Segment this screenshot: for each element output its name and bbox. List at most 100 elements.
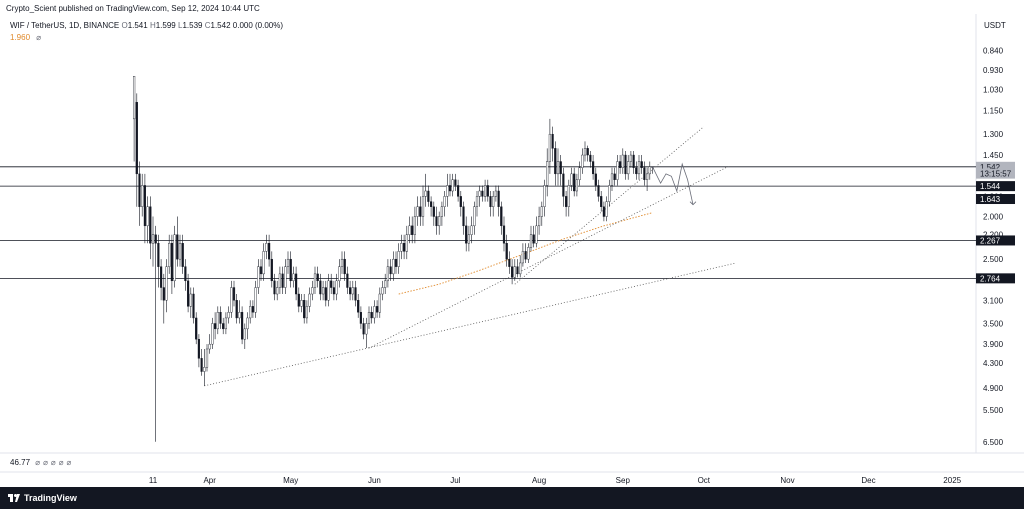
candles (132, 76, 654, 442)
candle-body (524, 251, 527, 260)
ohlc-close-label: C (204, 21, 211, 30)
candle-body (205, 348, 209, 368)
candle-body (322, 287, 325, 295)
candle-body (192, 293, 195, 319)
price-tick-label: 5.500 (983, 406, 1004, 415)
candle-body (589, 154, 592, 162)
candle-body (521, 251, 524, 264)
candle-body (373, 306, 376, 319)
candle-body (289, 258, 292, 282)
candle-body (286, 258, 290, 267)
price-label: 13:15:57 (980, 170, 1012, 179)
candle-body (621, 154, 624, 168)
candle-body (408, 225, 411, 235)
candle-body (575, 179, 578, 192)
ohlc-high: 1.599 (155, 21, 176, 30)
candle-body (419, 206, 422, 217)
candle-body (243, 328, 246, 340)
ohlc-close: 1.542 (210, 21, 231, 30)
candle-body (154, 234, 157, 244)
candle-body (489, 196, 492, 207)
candle-body (265, 243, 268, 252)
oscillator-icons[interactable]: ⌀⌀⌀⌀⌀ (35, 458, 75, 467)
price-label: 1.544 (980, 182, 1001, 191)
candle-body (335, 280, 338, 295)
candle-body (238, 312, 241, 319)
candle-body (421, 196, 425, 217)
candle-body (330, 280, 333, 288)
oscillator-legend: 46.77 ⌀⌀⌀⌀⌀ (10, 458, 74, 467)
candle-body (567, 185, 570, 207)
candle-body (311, 287, 314, 295)
time-tick-label: 2025 (943, 476, 961, 485)
price-tick-label: 2.000 (983, 213, 1004, 222)
tradingview-logo-icon (8, 494, 20, 502)
tradingview-logo[interactable]: TradingView (8, 493, 77, 503)
candle-body (135, 102, 138, 175)
price-label: 2.267 (980, 236, 1001, 245)
candle-body (213, 323, 217, 330)
candle-body (224, 317, 227, 330)
price-label: 1.542 (980, 163, 1001, 172)
candle-body (297, 293, 300, 307)
candle-body (376, 306, 379, 313)
candle-body (184, 266, 187, 282)
candle-body (362, 323, 365, 335)
candle-body (475, 196, 479, 207)
candle-body (438, 216, 441, 227)
oscillator-value: 46.77 (10, 458, 31, 467)
candle-body (616, 161, 619, 180)
candle-body (365, 323, 368, 335)
candle-body (494, 190, 497, 197)
eye-off-icon[interactable]: ⌀ (36, 33, 42, 42)
candle-body (313, 273, 317, 288)
candle-body (138, 173, 141, 207)
candle-body (240, 312, 244, 340)
candle-body (219, 312, 222, 324)
candle-body (338, 266, 341, 282)
candle-body (254, 287, 257, 313)
symbol-legend: WIF / TetherUS, 1D, BINANCE O1.541 H1.59… (10, 21, 283, 30)
candle-body (384, 280, 387, 288)
candle-body (268, 243, 271, 260)
footer-bar: TradingView (0, 487, 1024, 509)
candle-body (583, 148, 587, 156)
candle-body (227, 312, 230, 319)
candle-body (629, 154, 632, 162)
candle-body (413, 216, 416, 235)
candle-body (405, 234, 408, 252)
candle-body (273, 280, 276, 295)
candle-body (230, 287, 233, 313)
candle-body (619, 161, 622, 168)
projection-line (652, 162, 694, 205)
time-tick-label: Aug (532, 476, 546, 485)
candle-body (232, 287, 236, 301)
candle-body (448, 185, 452, 192)
symbol-name[interactable]: WIF / TetherUS, 1D, BINANCE (10, 21, 120, 30)
currency-label[interactable]: USDT (984, 21, 1006, 30)
ohlc-change: 0.000 (0.00%) (232, 21, 284, 30)
candle-body (502, 225, 506, 244)
candle-body (143, 185, 146, 227)
candle-body (443, 196, 446, 207)
candle-body (592, 161, 595, 175)
price-label: 2.764 (980, 274, 1001, 283)
candle-body (349, 287, 352, 295)
price-tick-label: 4.300 (983, 359, 1004, 368)
candle-body (340, 258, 344, 267)
candle-body (556, 161, 560, 175)
candle-body (500, 206, 503, 227)
time-tick-label: Dec (861, 476, 875, 485)
candle-body (284, 266, 287, 288)
candle-body (540, 206, 543, 217)
candle-body (176, 234, 179, 260)
candle-body (613, 173, 616, 180)
time-tick-label: Jun (368, 476, 381, 485)
candle-body (562, 173, 565, 197)
price-chart[interactable]: 0.8400.9301.0301.1501.3001.4501.8002.000… (0, 0, 1024, 487)
price-tick-label: 6.500 (983, 438, 1004, 447)
candle-body (170, 243, 173, 282)
candle-body (186, 280, 190, 307)
price-label-box (976, 161, 1015, 172)
candle-body (189, 293, 192, 307)
